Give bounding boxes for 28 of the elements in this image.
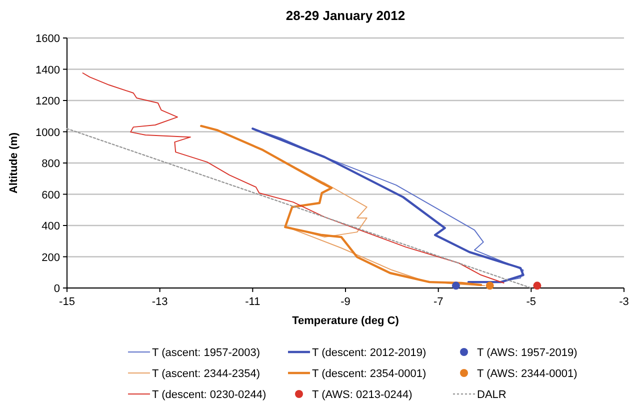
y-tick-label: 1400 <box>36 64 60 76</box>
x-tick-label: -5 <box>526 296 536 308</box>
x-tick-label: -13 <box>152 296 168 308</box>
x-tick-label: -9 <box>340 296 350 308</box>
legend-label: T (AWS: 2344-0001) <box>477 368 578 380</box>
x-tick-label: -15 <box>59 296 75 308</box>
x-tick-label: -3 <box>619 296 629 308</box>
y-tick-label: 400 <box>42 220 60 232</box>
y-tick-label: 1600 <box>36 33 60 45</box>
legend-label: DALR <box>477 389 506 401</box>
legend-label: T (AWS: 0213-0244) <box>312 389 412 401</box>
y-tick-label: 200 <box>42 252 60 264</box>
y-tick-label: 1000 <box>36 126 60 139</box>
legend-label: T (descent: 2012-2019) <box>312 347 426 359</box>
chart-title: 28-29 January 2012 <box>286 8 406 23</box>
y-tick-label: 0 <box>54 283 60 295</box>
x-tick-label: -7 <box>433 296 444 308</box>
x-axis-title: Temperature (deg C) <box>292 315 400 327</box>
y-tick-label: 800 <box>42 158 60 170</box>
legend-label: T (AWS: 1957-2019) <box>477 347 578 359</box>
legend-label: T (ascent: 2344-2354) <box>152 368 260 380</box>
x-tick-label: -11 <box>245 296 260 308</box>
legend-label: T (descent: 2354-0001) <box>312 368 426 380</box>
y-tick-label: 1200 <box>36 96 60 108</box>
y-tick-label: 600 <box>42 189 60 202</box>
legend-label: T (ascent: 1957-2003) <box>152 347 260 359</box>
legend-label: T (descent: 0230-0244) <box>152 389 266 401</box>
y-axis-title: Altitude (m) <box>8 132 20 194</box>
